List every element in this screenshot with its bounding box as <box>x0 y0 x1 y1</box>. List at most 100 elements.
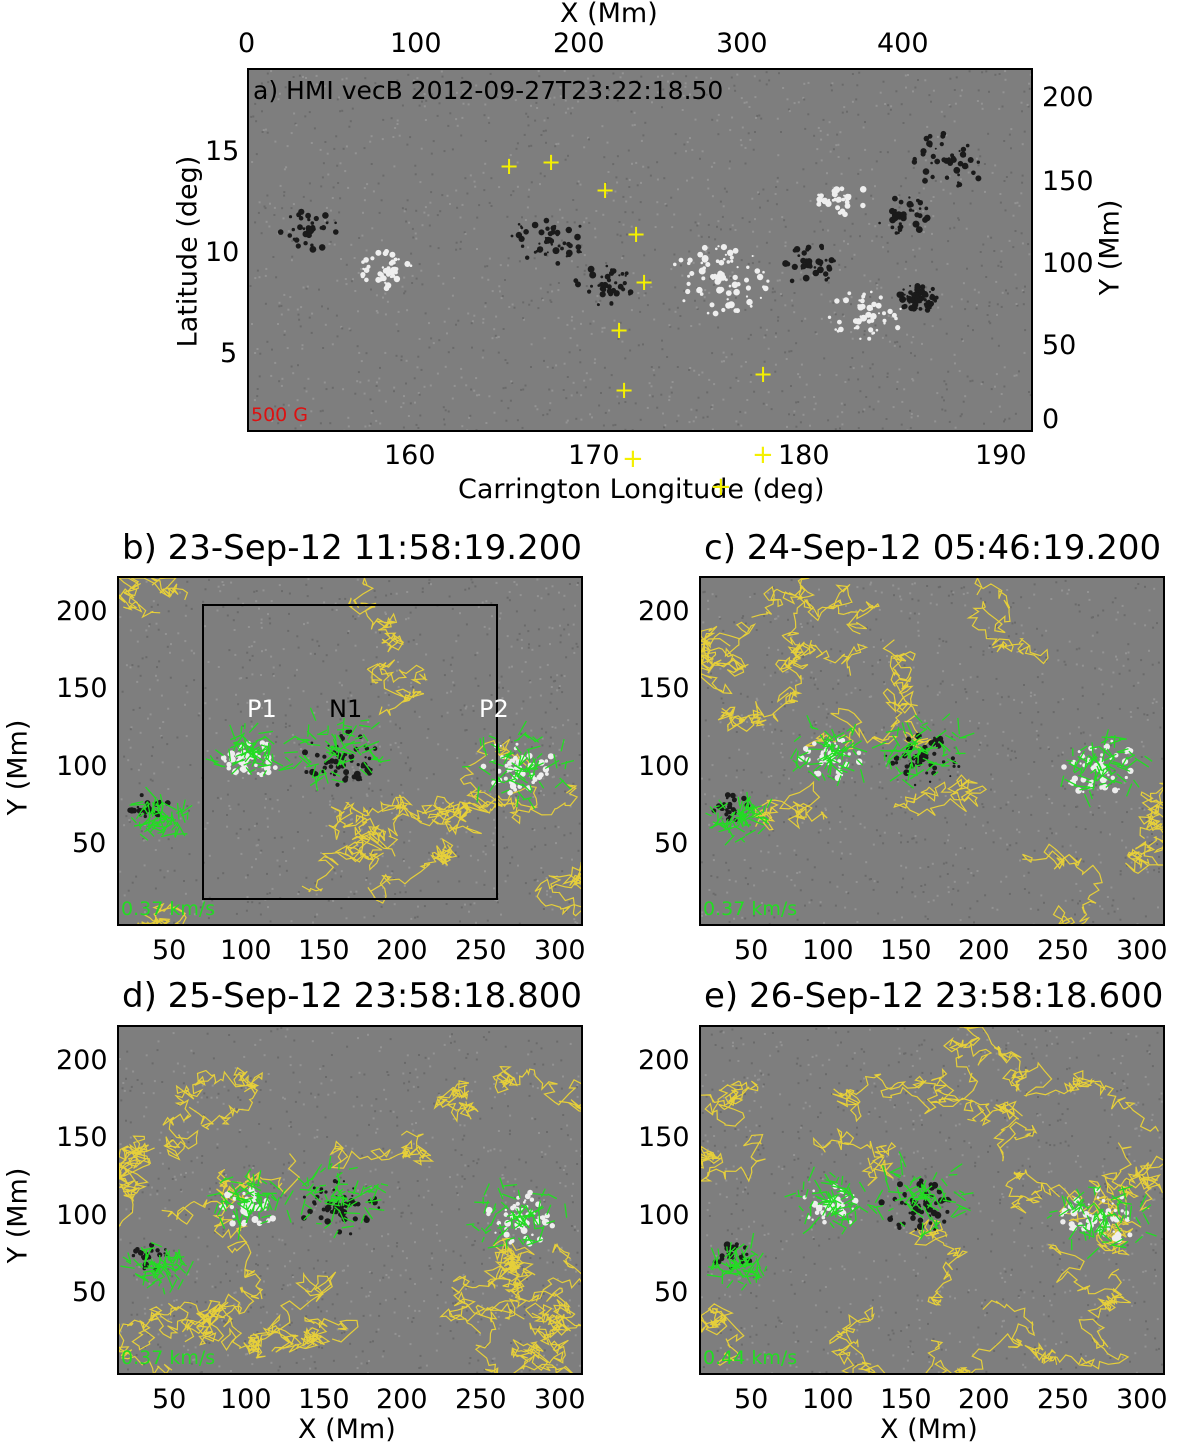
noise-speck <box>502 835 505 838</box>
noise-speck <box>694 118 697 121</box>
noise-speck <box>949 721 952 724</box>
noise-speck <box>443 150 446 153</box>
negative-vector <box>269 294 284 300</box>
noise-speck <box>924 225 927 228</box>
noise-speck <box>1023 874 1026 877</box>
noise-speck <box>701 665 704 668</box>
noise-speck <box>877 912 880 915</box>
noise-speck <box>514 796 517 799</box>
noise-speck <box>421 587 424 590</box>
noise-speck <box>251 673 254 676</box>
noise-speck <box>1094 667 1097 670</box>
noise-speck <box>932 196 935 198</box>
noise-speck <box>498 186 501 189</box>
positive-flux <box>721 307 726 313</box>
noise-speck <box>787 329 790 332</box>
noise-speck <box>876 287 879 290</box>
noise-speck <box>845 891 848 894</box>
noise-speck <box>689 229 692 232</box>
noise-speck <box>537 70 540 73</box>
noise-speck <box>881 787 884 790</box>
noise-speck <box>896 723 898 726</box>
noise-speck <box>747 262 750 265</box>
negative-flux <box>518 235 525 242</box>
noise-speck <box>673 213 676 216</box>
noise-speck <box>965 823 967 826</box>
noise-speck <box>316 705 319 708</box>
noise-speck <box>226 825 229 828</box>
noise-speck <box>954 426 957 429</box>
positive-flux <box>712 310 719 317</box>
noise-speck <box>990 773 993 776</box>
negative-vector <box>272 291 284 299</box>
noise-speck <box>1057 754 1060 757</box>
noise-speck <box>315 789 318 792</box>
noise-speck <box>498 617 501 620</box>
noise-speck <box>461 203 464 206</box>
noise-speck <box>708 291 711 294</box>
negative-vector <box>559 294 571 299</box>
noise-speck <box>334 872 337 875</box>
noise-speck <box>943 842 946 845</box>
noise-speck <box>777 316 780 319</box>
noise-speck <box>622 255 625 258</box>
noise-speck <box>1032 425 1033 427</box>
noise-speck <box>674 152 677 155</box>
negative-flux <box>826 266 833 272</box>
noise-speck <box>801 821 804 824</box>
noise-speck <box>995 677 998 680</box>
noise-speck <box>1006 843 1009 846</box>
noise-speck <box>146 635 149 638</box>
noise-speck <box>509 736 512 739</box>
noise-speck <box>1155 700 1158 703</box>
noise-speck <box>401 285 404 288</box>
noise-speck <box>417 427 420 429</box>
noise-speck <box>488 699 491 702</box>
noise-speck <box>442 282 445 285</box>
positive-flux <box>393 275 401 283</box>
positive-vector <box>901 194 908 200</box>
flow-vector <box>159 793 164 808</box>
noise-speck <box>148 688 151 691</box>
noise-speck <box>730 76 733 79</box>
noise-speck <box>864 121 866 123</box>
noise-speck <box>246 752 249 754</box>
noise-speck <box>513 306 516 309</box>
noise-speck <box>1074 913 1076 916</box>
noise-speck <box>1115 801 1118 804</box>
noise-speck <box>840 852 843 855</box>
noise-speck <box>222 584 225 586</box>
noise-speck <box>748 220 751 223</box>
noise-speck <box>445 903 448 905</box>
noise-speck <box>327 708 330 711</box>
noise-speck <box>813 732 816 735</box>
noise-speck <box>251 323 253 325</box>
noise-speck <box>781 652 784 655</box>
noise-speck <box>1084 828 1087 830</box>
noise-speck <box>728 87 730 90</box>
negative-flux <box>520 226 524 230</box>
negative-flux <box>335 782 340 787</box>
noise-speck <box>324 219 326 222</box>
noise-speck <box>478 393 481 396</box>
noise-speck <box>653 318 656 321</box>
noise-speck <box>280 836 283 839</box>
noise-speck <box>428 346 431 349</box>
noise-speck <box>872 646 875 648</box>
noise-speck <box>1004 78 1007 81</box>
noise-speck <box>730 289 733 292</box>
negative-flux <box>624 274 627 277</box>
noise-speck <box>701 861 703 864</box>
noise-speck <box>707 599 709 602</box>
flow-vector <box>303 756 312 764</box>
noise-speck <box>177 632 180 635</box>
noise-speck <box>621 72 624 75</box>
flow-vector <box>511 762 522 771</box>
noise-speck <box>406 199 409 202</box>
noise-speck <box>533 609 536 612</box>
noise-speck <box>147 717 149 720</box>
noise-speck <box>1151 702 1154 705</box>
noise-speck <box>909 409 911 412</box>
flow-vector <box>363 761 373 774</box>
noise-speck <box>656 178 659 181</box>
